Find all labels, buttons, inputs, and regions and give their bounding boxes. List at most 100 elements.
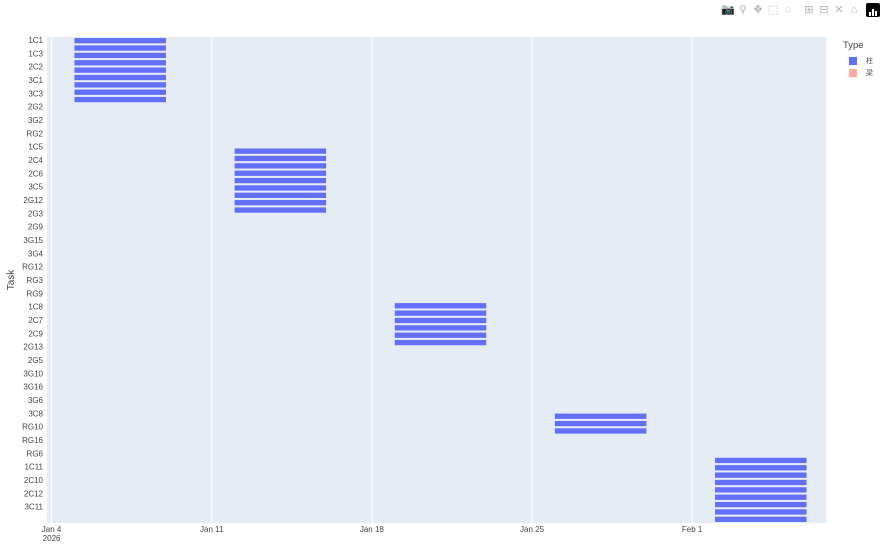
pan-icon: ✥ (753, 4, 763, 16)
task-bar[interactable] (234, 200, 327, 206)
task-bar[interactable] (715, 494, 807, 500)
task-bar[interactable] (715, 472, 807, 478)
y-tick-label: 2C6 (28, 169, 43, 178)
x-tick-label: Jan 4 (42, 525, 62, 534)
y-tick-label: 3G6 (28, 396, 44, 405)
y-tick-label: 3C8 (28, 409, 43, 418)
task-bar[interactable] (715, 516, 807, 522)
task-bar[interactable] (715, 501, 807, 508)
task-bar[interactable] (74, 74, 166, 81)
plotly-logo-icon[interactable] (866, 3, 880, 17)
bars (74, 38, 807, 522)
task-bar[interactable] (715, 509, 807, 515)
y-tick-label: RG3 (27, 276, 44, 285)
zoom-in-icon: ⊞ (804, 4, 814, 16)
y-tick-label: 2G9 (28, 223, 44, 232)
y-tick-label: 2G5 (28, 356, 44, 365)
task-bar[interactable] (234, 207, 327, 213)
zoom-in-button[interactable]: ⊞ (802, 3, 816, 17)
task-bar[interactable] (234, 177, 327, 184)
task-bar[interactable] (554, 413, 647, 419)
y-tick-label: 3C5 (28, 183, 43, 192)
zoom-button[interactable]: ⚲ (736, 3, 750, 17)
y-tick-label: 3C3 (28, 89, 43, 98)
autoscale-icon: ✕ (834, 4, 844, 16)
task-bar[interactable] (715, 457, 807, 464)
y-tick-label: 2C10 (24, 476, 44, 485)
task-bar[interactable] (715, 465, 807, 471)
y-tick-label: 2C4 (28, 156, 43, 165)
download-plot-button[interactable]: 📷 (721, 3, 735, 17)
y-tick-label: RG6 (27, 449, 44, 458)
legend-swatch (849, 57, 857, 65)
task-bar[interactable] (715, 479, 807, 486)
task-bar[interactable] (234, 192, 327, 198)
task-bar[interactable] (234, 148, 327, 154)
pan-button[interactable]: ✥ (751, 3, 765, 17)
y-tick-label: 2C7 (28, 316, 43, 325)
y-tick-labels: 1C1 1C3 2C2 3C1 3C3 2G2 3G2 RG2 1C5 2C4 2C6 3C5 2G12… (22, 36, 43, 512)
task-bar[interactable] (74, 52, 166, 59)
plot-area[interactable] (47, 37, 826, 523)
task-bar[interactable] (74, 96, 166, 103)
task-bar[interactable] (394, 317, 487, 324)
y-tick-label: 2C9 (28, 329, 43, 338)
task-bar[interactable] (234, 155, 327, 162)
task-bar[interactable] (74, 67, 166, 73)
y-tick-label: 1C5 (28, 143, 43, 152)
legend-item[interactable]: 柱 (843, 55, 873, 67)
task-bar[interactable] (234, 163, 327, 169)
y-tick-label: 3G2 (28, 116, 44, 125)
y-tick-label: RG9 (27, 289, 44, 298)
lasso-icon: ◌ (784, 4, 792, 16)
modebar: 📷 ⚲ ✥ ⬚ ◌ ⊞ ⊟ ✕ ⌂ (721, 3, 880, 17)
legend: Type 柱梁 (843, 40, 873, 79)
task-bar[interactable] (74, 38, 166, 44)
task-bar[interactable] (394, 339, 487, 346)
zoom-out-button[interactable]: ⊟ (817, 3, 831, 17)
y-axis-title: Task (6, 269, 17, 291)
task-bar[interactable] (74, 82, 166, 88)
y-tick-label: 2G2 (28, 103, 44, 112)
y-tick-label: 3G10 (23, 369, 43, 378)
autoscale-button[interactable]: ✕ (832, 3, 846, 17)
y-tick-label: RG2 (27, 129, 44, 138)
legend-item[interactable]: 梁 (843, 67, 873, 79)
task-bar[interactable] (234, 170, 327, 176)
y-tick-label: RG16 (22, 436, 43, 445)
zoom-out-icon: ⊟ (819, 4, 829, 16)
task-bar[interactable] (394, 310, 487, 316)
legend-swatch (849, 69, 857, 77)
task-bar[interactable] (74, 45, 166, 51)
x-year-label: 2026 (43, 534, 61, 543)
task-bar[interactable] (234, 185, 327, 191)
y-tick-label: 1C11 (24, 463, 43, 472)
task-bar[interactable] (394, 303, 487, 309)
task-bar[interactable] (715, 487, 807, 493)
task-bar[interactable] (554, 428, 647, 434)
y-tick-label: 2C12 (24, 489, 44, 498)
task-bar[interactable] (74, 89, 166, 95)
gridlines (51, 37, 693, 523)
y-tick-label: 2G12 (23, 196, 43, 205)
x-tick-label: Jan 25 (520, 525, 545, 534)
box-select-icon: ⬚ (767, 4, 779, 16)
legend-title: Type (843, 40, 864, 51)
home-icon: ⌂ (850, 4, 858, 16)
task-bar[interactable] (394, 332, 487, 338)
legend-label: 柱 (866, 58, 873, 65)
x-tick-label: Jan 18 (360, 525, 385, 534)
box-select-button[interactable]: ⬚ (766, 3, 780, 17)
y-tick-label: 2C2 (28, 63, 43, 72)
y-tick-label: 1C3 (28, 49, 43, 58)
task-bar[interactable] (74, 60, 166, 66)
task-bar[interactable] (554, 420, 647, 427)
reset-axes-button[interactable]: ⌂ (847, 3, 861, 17)
y-tick-label: 1C8 (28, 303, 43, 312)
y-tick-label: 3G15 (23, 236, 43, 245)
y-tick-label: 3G4 (28, 249, 44, 258)
lasso-select-button[interactable]: ◌ (781, 3, 795, 17)
task-bar[interactable] (394, 325, 487, 331)
y-tick-label: 1C1 (28, 36, 43, 45)
